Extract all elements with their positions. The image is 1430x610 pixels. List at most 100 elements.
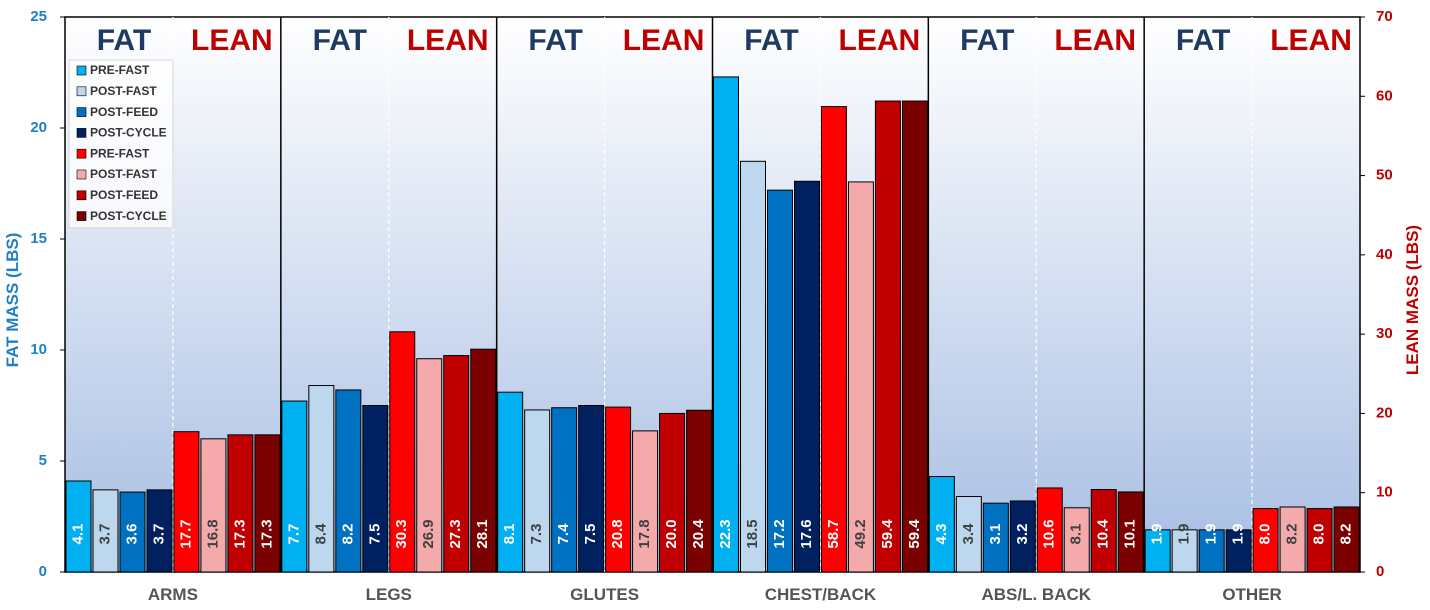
fat-post-cycle-bar bbox=[1225, 529, 1252, 573]
legend-swatch bbox=[76, 190, 87, 201]
fat-post-fast-bar bbox=[1171, 529, 1198, 573]
fat-post-fast-value-label: 7.3 bbox=[528, 524, 545, 545]
legend-entry: POST-FAST bbox=[90, 167, 157, 181]
right-tick-label: 60 bbox=[1376, 87, 1393, 104]
legend-entry: POST-CYCLE bbox=[90, 209, 167, 223]
legend-swatch bbox=[76, 211, 87, 221]
fat-pre-fast-value-label: 8.1 bbox=[501, 524, 518, 545]
category-label: LEGS bbox=[366, 585, 412, 604]
fat-post-fast-bar bbox=[308, 385, 335, 573]
lean-post-feed-value-label: 8.0 bbox=[1311, 524, 1328, 545]
legend: PRE-FAST POST-FAST POST-FEED POST-CYCLE PRE-… bbox=[68, 59, 174, 229]
fat-post-cycle-bar bbox=[1009, 500, 1036, 573]
fat-post-feed-value-label: 7.4 bbox=[555, 523, 572, 545]
fat-post-fast-value-label: 1.9 bbox=[1176, 524, 1193, 545]
fat-pre-fast-bar bbox=[497, 391, 524, 573]
fat-post-fast-value-label: 8.4 bbox=[312, 523, 329, 545]
fat-pre-fast-bar bbox=[713, 76, 739, 573]
left-tick-label: 0 bbox=[39, 563, 47, 580]
lean-post-cycle-bar bbox=[1117, 491, 1144, 573]
lean-post-fast-bar bbox=[847, 181, 874, 573]
fat-post-cycle-bar bbox=[578, 405, 605, 573]
lean-post-cycle-bar bbox=[470, 348, 497, 573]
lean-post-feed-value-label: 27.3 bbox=[447, 519, 464, 548]
left-tick-label: 10 bbox=[30, 341, 47, 358]
fat-group-label: FAT bbox=[97, 24, 151, 57]
legend-entry: POST-CYCLE bbox=[90, 126, 167, 140]
lean-post-feed-value-label: 17.3 bbox=[231, 519, 248, 548]
lean-post-fast-bar bbox=[632, 430, 659, 573]
lean-post-fast-bar bbox=[1279, 506, 1306, 573]
lean-post-fast-value-label: 17.8 bbox=[636, 519, 653, 548]
right-tick-label: 30 bbox=[1376, 325, 1393, 342]
lean-post-cycle-bar bbox=[901, 100, 928, 573]
fat-post-feed-value-label: 17.2 bbox=[771, 519, 788, 548]
left-tick-label: 5 bbox=[39, 452, 47, 469]
fat-pre-fast-bar bbox=[1144, 529, 1171, 573]
fat-post-cycle-value-label: 7.5 bbox=[366, 524, 383, 545]
legend-entry: POST-FEED bbox=[90, 105, 158, 119]
legend-swatch bbox=[76, 148, 87, 159]
lean-group-label: LEAN bbox=[191, 24, 273, 57]
lean-post-fast-bar bbox=[1063, 507, 1090, 573]
lean-post-cycle-value-label: 59.4 bbox=[906, 519, 923, 549]
lean-post-fast-bar bbox=[200, 438, 227, 573]
lean-post-feed-bar bbox=[1090, 489, 1117, 573]
lean-post-feed-bar bbox=[443, 355, 470, 573]
lean-post-cycle-value-label: 10.1 bbox=[1122, 519, 1139, 548]
left-tick-label: 20 bbox=[30, 119, 47, 136]
category-label: CHEST/BACK bbox=[765, 585, 877, 604]
lean-pre-fast-value-label: 8.0 bbox=[1257, 524, 1274, 545]
right-axis: 0 10 20 30 40 50 60 70 bbox=[1360, 8, 1393, 580]
fat-post-fast-bar bbox=[92, 489, 119, 573]
lean-post-fast-value-label: 8.2 bbox=[1284, 524, 1301, 545]
lean-pre-fast-bar bbox=[389, 331, 416, 573]
fat-post-fast-value-label: 18.5 bbox=[744, 519, 761, 548]
lean-pre-fast-value-label: 58.7 bbox=[825, 519, 842, 548]
legend-entry: POST-FEED bbox=[90, 188, 158, 202]
lean-post-cycle-value-label: 8.2 bbox=[1338, 524, 1355, 545]
left-axis-title: FAT MASS (LBS) bbox=[3, 233, 22, 368]
lean-post-fast-value-label: 16.8 bbox=[204, 519, 221, 548]
fat-post-feed-value-label: 1.9 bbox=[1203, 524, 1220, 545]
fat-post-fast-bar bbox=[524, 409, 551, 573]
fat-pre-fast-value-label: 22.3 bbox=[717, 519, 734, 548]
fat-post-cycle-value-label: 3.7 bbox=[150, 524, 167, 545]
left-tick-label: 15 bbox=[30, 230, 47, 247]
fat-pre-fast-bar bbox=[65, 480, 92, 573]
right-tick-label: 10 bbox=[1376, 484, 1393, 501]
lean-pre-fast-bar bbox=[1252, 508, 1279, 573]
category-label: ARMS bbox=[148, 585, 198, 604]
lean-pre-fast-bar bbox=[1036, 487, 1063, 573]
right-tick-label: 40 bbox=[1376, 246, 1393, 263]
category-label: OTHER bbox=[1222, 585, 1282, 604]
fat-post-fast-bar bbox=[955, 496, 982, 573]
lean-group-label: LEAN bbox=[839, 24, 921, 57]
category-labels: ARMS LEGS GLUTES CHEST/BACK ABS/L. BACK OTHER bbox=[148, 585, 1282, 604]
lean-pre-fast-value-label: 20.8 bbox=[609, 519, 626, 548]
lean-group-label: LEAN bbox=[1054, 24, 1136, 57]
lean-post-feed-value-label: 20.0 bbox=[663, 519, 680, 548]
fat-post-feed-bar bbox=[1198, 529, 1225, 573]
fat-post-cycle-value-label: 1.9 bbox=[1230, 524, 1247, 545]
lean-pre-fast-bar bbox=[820, 106, 847, 573]
legend-swatch bbox=[76, 65, 87, 76]
lean-post-feed-bar bbox=[659, 412, 686, 573]
category-label: GLUTES bbox=[570, 585, 639, 604]
lean-pre-fast-value-label: 30.3 bbox=[393, 519, 410, 548]
fat-post-cycle-bar bbox=[146, 489, 173, 573]
fat-post-feed-bar bbox=[335, 389, 362, 573]
fat-post-cycle-value-label: 17.6 bbox=[798, 519, 815, 548]
lean-post-fast-value-label: 26.9 bbox=[420, 519, 437, 548]
left-tick-label: 25 bbox=[30, 8, 47, 25]
lean-post-feed-value-label: 59.4 bbox=[879, 519, 896, 549]
lean-post-fast-value-label: 49.2 bbox=[852, 519, 869, 548]
fat-post-cycle-bar bbox=[794, 180, 820, 573]
fat-group-label: FAT bbox=[744, 24, 798, 57]
lean-post-fast-bar bbox=[416, 358, 443, 573]
legend-swatch bbox=[76, 107, 87, 117]
lean-post-cycle-bar bbox=[1333, 506, 1360, 573]
fat-group-label: FAT bbox=[1176, 24, 1230, 57]
lean-pre-fast-bar bbox=[173, 431, 200, 573]
